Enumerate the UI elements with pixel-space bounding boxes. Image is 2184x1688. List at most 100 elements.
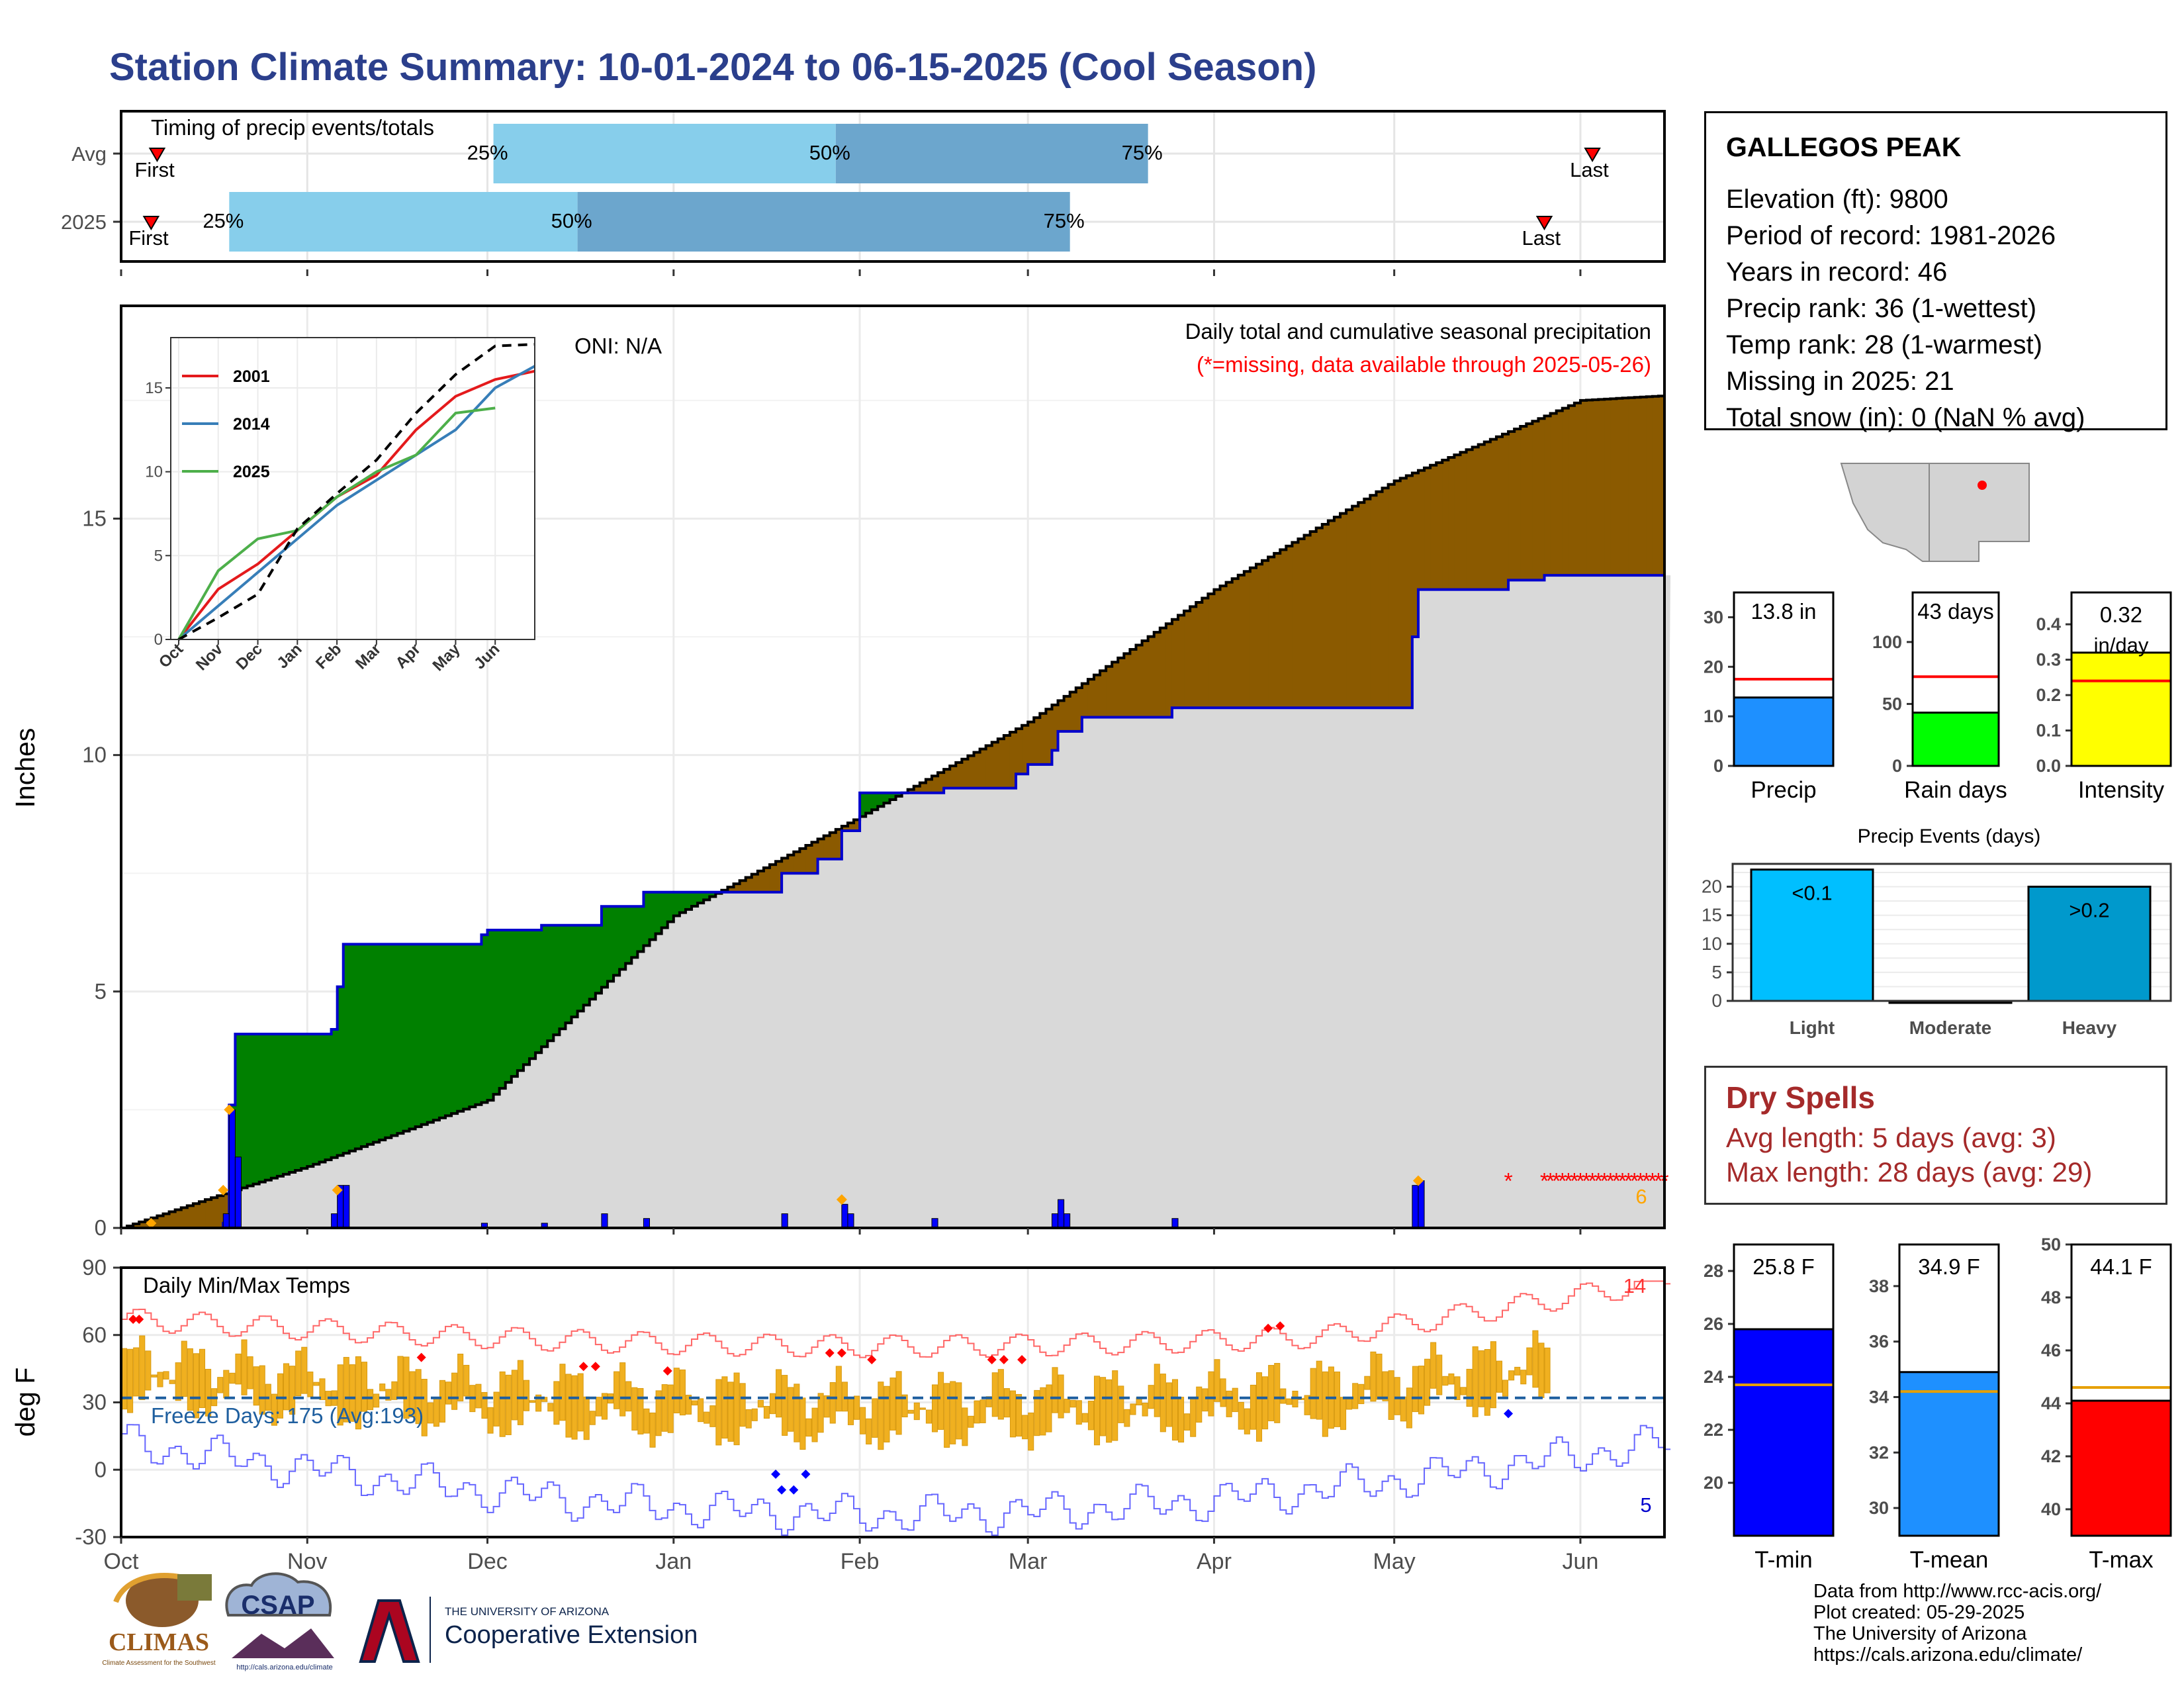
freeze-days-label: Freeze Days: 175 (Avg:193) — [151, 1403, 424, 1428]
climas-logo-subtext: Climate Assessment for the Southwest — [102, 1660, 215, 1667]
temp-daily-bar — [133, 1347, 140, 1397]
credit-university: The University of Arizona — [1813, 1623, 2027, 1644]
summary-tmax-y-tick-label: 40 — [2041, 1499, 2061, 1519]
temp-daily-bar — [1322, 1371, 1328, 1437]
csap-logo-url: http://cals.arizona.edu/climate — [236, 1664, 333, 1671]
precip-below-avg-fill — [619, 906, 626, 970]
summary-tmean-y-tick-label: 36 — [1869, 1332, 1889, 1352]
temp-daily-bar — [1544, 1347, 1551, 1393]
precip-below-avg-fill — [343, 944, 350, 1154]
precip-y-axis-label: Inches — [10, 728, 40, 808]
temp-daily-bar — [139, 1335, 146, 1400]
precip-above-avg-fill — [1292, 542, 1299, 708]
timing-first-marker — [148, 148, 166, 162]
precip-above-avg-fill — [1580, 400, 1587, 576]
summary-precip-frame — [1733, 591, 1835, 767]
temp-y-tick-label: 90 — [82, 1255, 107, 1280]
temp-record-high-marker — [1017, 1355, 1027, 1365]
temp-daily-bar — [1370, 1351, 1377, 1402]
temp-daily-bar — [361, 1362, 368, 1412]
precip-below-avg-fill — [415, 944, 422, 1127]
precip-daily-bar — [1171, 1218, 1179, 1229]
summary-tmean-category-label: T-mean — [1910, 1547, 1989, 1573]
summary-intensity-y-tick-label: 0.2 — [2036, 685, 2061, 705]
precip-y-tick-label: 0 — [95, 1215, 107, 1240]
precip-below-avg-fill — [397, 944, 404, 1134]
temp-daily-bar — [1028, 1412, 1034, 1451]
precip-above-avg-fill — [1208, 594, 1215, 708]
precip-above-avg-fill — [974, 752, 981, 788]
inset-series-2001 — [177, 369, 535, 641]
precip-below-avg-fill — [511, 929, 518, 1077]
summary-intensity-unit-label: in/day — [2094, 633, 2149, 657]
precip-above-avg-fill — [1400, 478, 1407, 708]
precip-daily-bar — [841, 1203, 848, 1229]
missing-marker: * — [1648, 1169, 1657, 1194]
temp-daily-bar — [367, 1389, 374, 1411]
precip-above-avg-fill — [962, 759, 969, 788]
inset-y-tick-label: 15 — [145, 379, 163, 397]
temp-daily-bar — [721, 1376, 728, 1439]
precip-below-avg-fill — [547, 925, 554, 1041]
missing-marker: * — [1570, 1169, 1578, 1194]
precip-below-avg-fill — [667, 892, 674, 922]
temp-daily-bar — [565, 1374, 572, 1438]
temp-record-high-marker — [590, 1362, 600, 1372]
precip-above-avg-fill — [985, 745, 993, 788]
precip-below-avg-fill — [872, 792, 878, 810]
temp-daily-bar — [1046, 1384, 1052, 1432]
temp-daily-bar — [1214, 1359, 1220, 1402]
precip-above-avg-fill — [1087, 679, 1095, 718]
temp-daily-bar — [1502, 1380, 1509, 1397]
precip-below-avg-fill — [445, 944, 452, 1116]
summary-intensity-y-tick-label: 0.0 — [2036, 756, 2061, 776]
temp-record-high-marker — [987, 1355, 997, 1365]
temp-x-tick-label: May — [1373, 1549, 1416, 1574]
missing-marker: * — [1546, 1169, 1555, 1194]
precip-daily-bar — [643, 1218, 651, 1229]
precip-below-avg-fill — [709, 892, 716, 897]
precip-above-avg-fill — [1286, 545, 1293, 708]
temp-daily-bar — [475, 1383, 482, 1409]
temp-daily-bar — [1394, 1377, 1400, 1415]
temp-daily-bar — [397, 1356, 404, 1399]
precip-below-avg-fill — [373, 944, 380, 1143]
temp-daily-bar — [1081, 1413, 1088, 1423]
precip-events-category-label: Moderate — [1909, 1017, 1991, 1038]
temp-daily-bar — [757, 1399, 764, 1408]
temp-daily-bar — [355, 1356, 361, 1430]
precip-above-avg-fill — [1064, 696, 1071, 731]
precip-above-avg-fill — [211, 1197, 218, 1228]
summary-tmax-value-label: 44.1 F — [2090, 1254, 2152, 1279]
summary-tmax-frame — [2070, 1243, 2172, 1537]
temp-daily-bar — [319, 1378, 326, 1400]
temp-daily-bar — [878, 1382, 884, 1450]
temp-daily-bar — [1040, 1387, 1046, 1436]
precip-above-avg-fill — [1436, 462, 1443, 590]
temp-daily-bar — [1514, 1366, 1521, 1376]
temp-daily-bar — [950, 1381, 956, 1444]
precip-events-title: Precip Events (days) — [1858, 825, 2041, 847]
temp-daily-bar — [1310, 1368, 1316, 1419]
precip-above-avg-fill — [1346, 510, 1353, 708]
precip-below-avg-fill — [283, 1034, 290, 1174]
temp-daily-bar — [181, 1340, 187, 1397]
temp-daily-bar — [698, 1398, 704, 1423]
precip-below-avg-fill — [595, 925, 602, 994]
temp-daily-bar — [1075, 1400, 1082, 1425]
precip-above-avg-fill — [1148, 636, 1155, 718]
precip-above-avg-fill — [1376, 491, 1383, 708]
precip-above-avg-fill — [1250, 567, 1257, 708]
precip-above-avg-fill — [1526, 424, 1533, 581]
temp-daily-bar — [1087, 1401, 1094, 1430]
temp-record-high-marker — [825, 1348, 835, 1358]
temp-daily-bar — [1436, 1354, 1443, 1395]
precip-daily-bar — [1412, 1185, 1419, 1229]
precip-below-avg-fill — [361, 944, 368, 1147]
precip-below-avg-fill — [685, 892, 692, 910]
precip-above-avg-fill — [997, 739, 1005, 788]
temp-daily-bar — [1520, 1370, 1527, 1385]
temp-record-low-line — [121, 1424, 1671, 1536]
precip-below-avg-fill — [307, 1034, 314, 1167]
precip-below-avg-fill — [409, 944, 416, 1129]
